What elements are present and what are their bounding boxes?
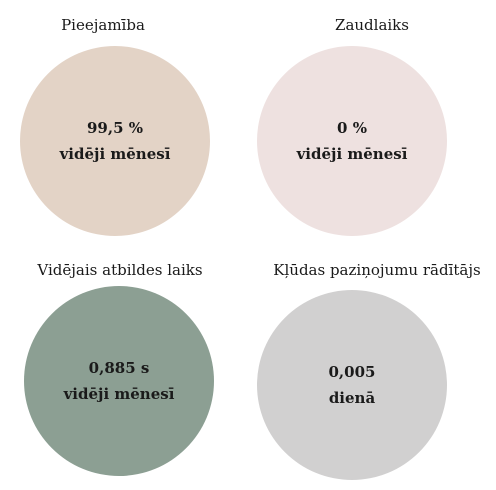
metric-title: Pieejamība [61,16,145,34]
metric-period: vidēji mēnesī [63,385,175,403]
metric-value: 0,005 [328,363,376,381]
metric-title: Kļūdas paziņojumu rādītājs [273,261,481,279]
metric-period: vidēji mēnesī [296,145,408,163]
metric-response-time: Vidējais atbildes laiks 0,885 s vidēji m… [0,245,248,490]
metric-title: Zaudlaiks [335,16,409,34]
metric-circle: 0,885 s vidēji mēnesī [24,286,214,476]
metric-circle: 0,005 dienā [257,290,447,480]
metric-circle: 0 % vidēji mēnesī [257,46,447,236]
metric-circle: 99,5 % vidēji mēnesī [20,46,210,236]
metric-error-rate: Kļūdas paziņojumu rādītājs 0,005 dienā [248,245,496,490]
metric-value: 0 % [337,119,367,137]
metric-value: 0,885 s [88,359,150,377]
metric-period: vidēji mēnesī [59,145,171,163]
metric-availability: Pieejamība 99,5 % vidēji mēnesī [0,0,248,245]
metric-downtime: Zaudlaiks 0 % vidēji mēnesī [248,0,496,245]
metric-value: 99,5 % [86,119,143,137]
metric-period: dienā [328,389,376,407]
metric-title: Vidējais atbildes laiks [37,261,203,279]
